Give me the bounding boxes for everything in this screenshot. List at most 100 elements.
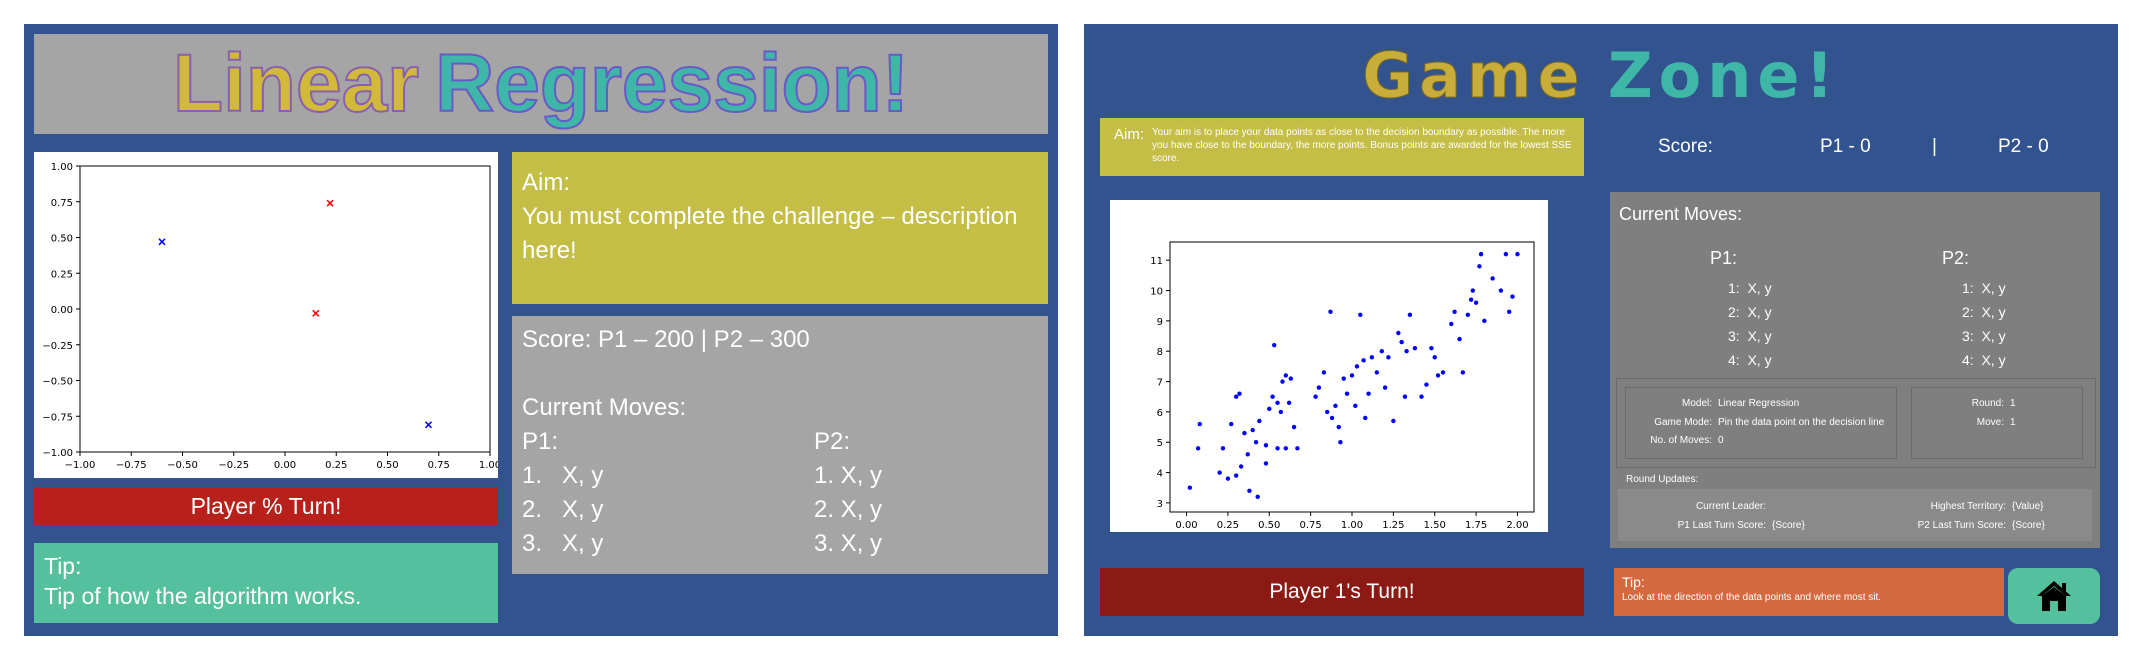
home-icon <box>2037 581 2071 611</box>
data-point <box>1324 409 1330 415</box>
right-round-box: Round: 1 Move: 1 <box>1911 387 2083 459</box>
data-point <box>1280 379 1285 384</box>
left-turn-label: Player % Turn! <box>190 492 342 519</box>
data-point <box>1233 473 1239 478</box>
right-p1-move: 2: X, y <box>1728 304 1772 320</box>
data-point <box>1473 300 1479 305</box>
right-p2-label: P2: <box>1942 248 1970 268</box>
data-point <box>1349 373 1355 378</box>
data-point <box>1369 355 1375 360</box>
data-point <box>1460 370 1466 375</box>
right-round-updates-box: Current Leader: P1 Last Turn Score: {Sco… <box>1618 489 2092 541</box>
data-point <box>1361 358 1366 363</box>
right-moves-heading: Current Moves: <box>1619 204 1743 224</box>
left-p1-move: 3. X, y <box>522 530 604 557</box>
data-point <box>1220 446 1226 451</box>
right-tip-box: Tip: Look at the direction of the data p… <box>1614 568 2004 616</box>
y-tick-label: 3 <box>1157 499 1163 510</box>
y-tick-label: −0.75 <box>42 412 73 423</box>
y-tick-label: 10 <box>1150 287 1163 298</box>
x-tick-label: 0.50 <box>376 460 398 471</box>
right-scatter-plot: 0.00 0.25 0.50 0.75 1.00 1.25 1.50 1.75 2.00 3 4 5 6… <box>1110 200 1548 532</box>
home-button[interactable] <box>2008 568 2100 624</box>
right-round-value: 1 <box>2010 398 2016 409</box>
data-point <box>1333 403 1338 409</box>
y-tick-label: −0.25 <box>42 341 73 352</box>
data-point <box>1291 424 1297 430</box>
data-point <box>1313 394 1318 399</box>
data-point <box>1263 443 1269 448</box>
left-p2-move: 2. X, y <box>814 496 883 523</box>
left-p1-label: P1: <box>522 428 559 455</box>
left-slide: Linear Regression! −1.00 −0.75 −0.50 −0.25 0… <box>24 24 1058 636</box>
data-point <box>1267 406 1272 412</box>
data-point <box>1510 294 1515 299</box>
right-slide: Game Zone! Aim: Your aim is to place you… <box>1084 24 2118 636</box>
right-round-label: Round: <box>1971 398 2004 409</box>
right-p1-move: 4: X, y <box>1728 352 1772 368</box>
data-point <box>1429 345 1434 351</box>
right-moves-panel: Current Moves: P1: P2: 1: X, y 2: X, y 3… <box>1610 192 2100 548</box>
data-point <box>1452 309 1457 314</box>
data-point <box>1399 339 1404 345</box>
data-point <box>1435 373 1441 378</box>
right-p2-last-label: P2 Last Turn Score: <box>1917 520 2006 531</box>
data-point <box>1233 394 1239 399</box>
data-point <box>1197 421 1202 427</box>
y-tick-label: −0.50 <box>42 377 73 388</box>
y-tick-label: 8 <box>1157 347 1163 358</box>
data-point <box>1253 440 1259 445</box>
data-point <box>1379 349 1384 354</box>
data-point <box>1457 336 1462 342</box>
data-point <box>1217 470 1222 475</box>
data-point <box>1341 376 1346 381</box>
data-point <box>1187 485 1193 490</box>
y-tick-label: 11 <box>1150 256 1163 267</box>
data-point <box>1328 309 1333 314</box>
x-tick-label: 2.00 <box>1506 520 1528 531</box>
x-tick-label: 0.50 <box>1258 520 1280 531</box>
data-point <box>1478 251 1484 257</box>
left-tip-box: Tip: Tip of how the algorithm works. <box>34 543 498 623</box>
y-tick-label: 4 <box>1157 469 1163 480</box>
right-info-container: Model: Linear Regression Game Mode: Pin … <box>1616 378 2096 468</box>
x-tick-label: 0.75 <box>428 460 450 471</box>
left-title-word1: Linear <box>172 38 420 129</box>
right-num-moves-value: 0 <box>1718 435 1724 446</box>
x-tick-label: −0.25 <box>218 460 249 471</box>
right-score-label: Score: <box>1658 136 1713 157</box>
data-point <box>1295 446 1300 451</box>
y-tick-label: 7 <box>1157 378 1163 389</box>
right-mode-value: Pin the data point on the decision line <box>1718 417 1885 428</box>
left-moves-heading: Current Moves: <box>522 394 687 421</box>
right-p1-label: P1: <box>1710 248 1738 268</box>
right-aim-text: Your aim is to place your data points as… <box>1152 127 1572 164</box>
right-score-separator: | <box>1932 136 1937 157</box>
data-point <box>1470 288 1475 293</box>
right-aim-label: Aim: <box>1114 126 1144 143</box>
data-point-marker <box>326 199 334 207</box>
right-title: Game Zone! <box>1084 30 2118 120</box>
data-point-marker <box>312 309 320 317</box>
y-tick-label: 0.00 <box>51 305 73 316</box>
data-point <box>1275 400 1280 405</box>
y-tick-label: 6 <box>1157 408 1163 419</box>
right-num-moves-label: No. of Moves: <box>1650 435 1712 446</box>
data-point <box>1336 424 1341 430</box>
right-title-word1: Game <box>1362 38 1586 112</box>
data-point <box>1353 403 1358 409</box>
data-point <box>1338 440 1343 445</box>
right-move-value: 1 <box>2010 417 2016 428</box>
data-point <box>1238 464 1244 469</box>
data-point <box>1195 446 1201 451</box>
right-tip-text: Look at the direction of the data points… <box>1622 592 1882 603</box>
x-tick-label: 0.75 <box>1300 520 1322 531</box>
x-tick-label: −0.75 <box>116 460 147 471</box>
x-tick-label: 0.00 <box>1175 520 1197 531</box>
data-point <box>1515 251 1520 257</box>
left-aim-text: You must complete the challenge – descri… <box>522 203 1018 264</box>
data-point <box>1440 370 1446 375</box>
data-point <box>1283 446 1289 451</box>
data-point <box>1245 452 1250 457</box>
data-point <box>1288 376 1293 381</box>
